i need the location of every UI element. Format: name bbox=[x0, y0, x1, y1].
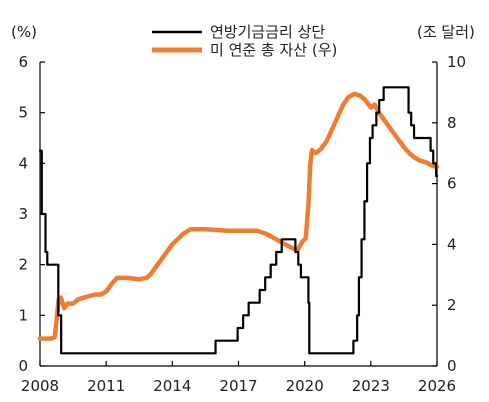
x-tick-label: 2026 bbox=[418, 377, 456, 395]
right-y-tick-label: 4 bbox=[447, 235, 457, 253]
right-y-tick-label: 8 bbox=[447, 114, 457, 132]
right-y-tick-label: 6 bbox=[447, 175, 457, 193]
legend-label-fed-assets: 미 연준 총 자산 (우) bbox=[210, 41, 337, 59]
left-y-tick-label: 6 bbox=[18, 53, 28, 71]
right-y-tick-label: 0 bbox=[447, 357, 457, 375]
right-y-tick-label: 2 bbox=[447, 296, 457, 314]
series-layer bbox=[37, 86, 440, 355]
x-tick-label: 2008 bbox=[21, 377, 59, 395]
x-tick-label: 2020 bbox=[286, 377, 324, 395]
right-axis-unit: (조 달러) bbox=[417, 23, 475, 41]
series-line-fed-assets bbox=[37, 91, 440, 341]
left-y-tick-label: 4 bbox=[18, 154, 28, 172]
x-tick-label: 2011 bbox=[87, 377, 125, 395]
right-y-tick-label: 10 bbox=[447, 53, 466, 71]
left-y-tick-label: 2 bbox=[18, 256, 28, 274]
left-y-tick-label: 1 bbox=[18, 306, 28, 324]
left-y-tick-label: 3 bbox=[18, 205, 28, 223]
legend: 연방기금금리 상단 미 연준 총 자산 (우) bbox=[152, 23, 337, 59]
series-line-policy-rate bbox=[38, 86, 439, 355]
x-tick-label: 2023 bbox=[352, 377, 390, 395]
left-axis-unit: (%) bbox=[11, 23, 37, 41]
legend-label-policy-rate: 연방기금금리 상단 bbox=[210, 23, 325, 41]
x-tick-label: 2014 bbox=[153, 377, 191, 395]
left-y-tick-label: 5 bbox=[18, 104, 28, 122]
x-tick-label: 2017 bbox=[219, 377, 257, 395]
ticks-layer: 0 1 2 3 4 5 6 0 2 4 6 8 10 2008 2011 2014 2017 2020 2023 20… bbox=[18, 53, 466, 395]
left-y-tick-label: 0 bbox=[18, 357, 28, 375]
